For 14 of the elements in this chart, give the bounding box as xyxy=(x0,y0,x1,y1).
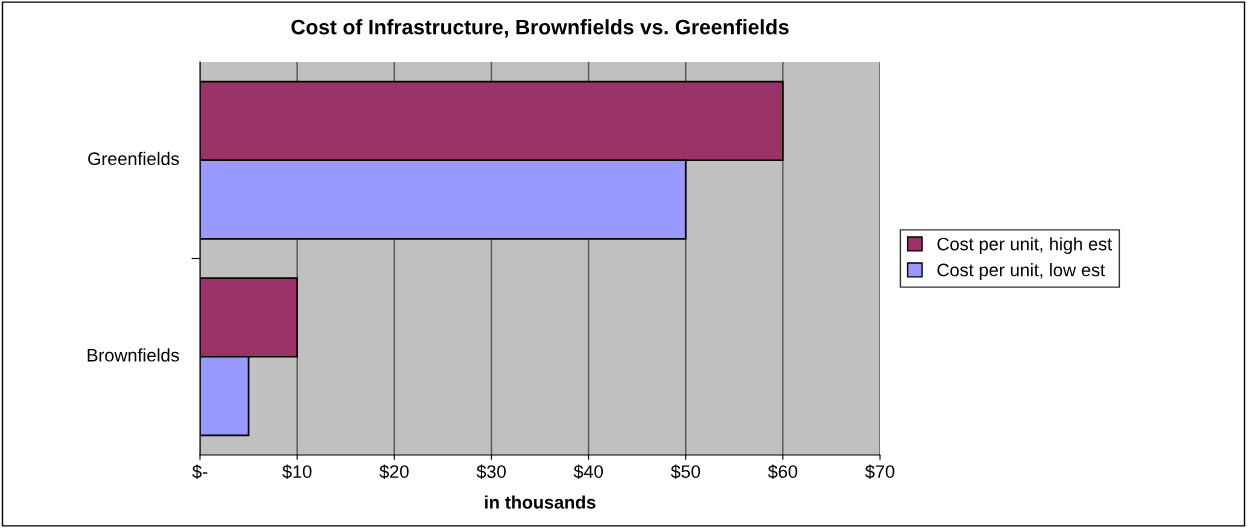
legend-label: Cost per unit, high est xyxy=(937,237,1113,254)
x-tick-label: $- xyxy=(192,464,208,480)
x-tick-label: $40 xyxy=(573,464,603,480)
x-tick-label: $70 xyxy=(865,464,895,480)
x-tick-label: $60 xyxy=(767,464,798,480)
x-tick-label: $50 xyxy=(670,464,701,480)
chart-title: Cost of Infrastructure, Brownfields vs. Greenfields xyxy=(291,19,789,38)
legend-label: Cost per unit, low est xyxy=(937,263,1105,280)
y-tick-label: Greenfields xyxy=(88,151,179,166)
x-tick-label: $20 xyxy=(379,464,409,480)
y-tick-label: Brownfields xyxy=(87,348,179,362)
x-tick-label: $10 xyxy=(282,464,312,480)
x-tick-label: $30 xyxy=(476,464,506,480)
x-axis-title: in thousands xyxy=(485,495,596,509)
